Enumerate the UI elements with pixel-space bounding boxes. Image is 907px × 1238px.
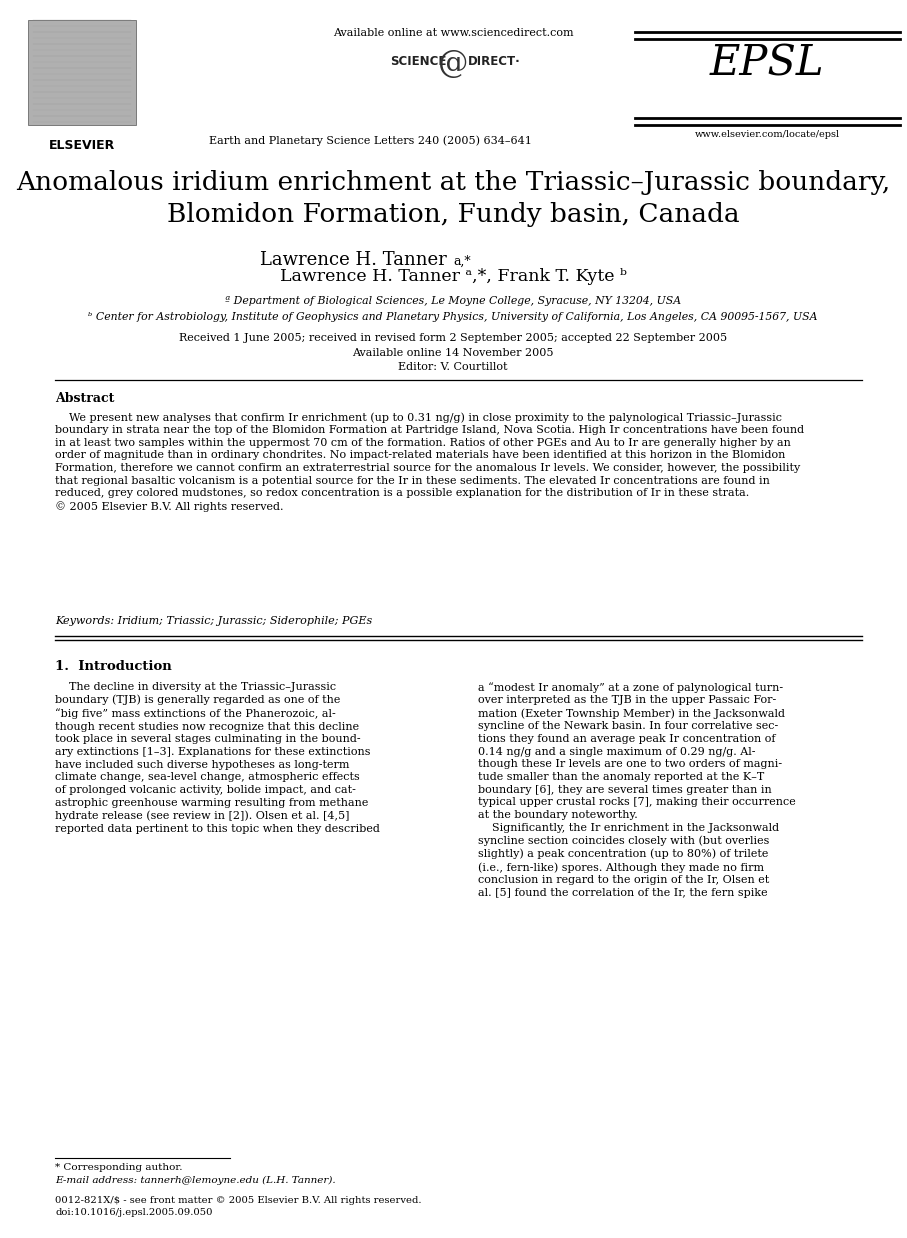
Text: Available online 14 November 2005: Available online 14 November 2005 (352, 348, 554, 358)
Text: ᵇ Center for Astrobiology, Institute of Geophysics and Planetary Physics, Univer: ᵇ Center for Astrobiology, Institute of … (88, 312, 818, 322)
Text: 0012-821X/$ - see front matter © 2005 Elsevier B.V. All rights reserved.: 0012-821X/$ - see front matter © 2005 El… (55, 1196, 422, 1205)
Text: Abstract: Abstract (55, 392, 114, 405)
Text: Lawrence H. Tanner: Lawrence H. Tanner (260, 251, 453, 269)
Text: Earth and Planetary Science Letters 240 (2005) 634–641: Earth and Planetary Science Letters 240 … (209, 135, 532, 146)
Text: Lawrence H. Tanner ᵃ,*, Frank T. Kyte ᵇ: Lawrence H. Tanner ᵃ,*, Frank T. Kyte ᵇ (279, 267, 627, 285)
Text: Available online at www.sciencedirect.com: Available online at www.sciencedirect.co… (333, 28, 573, 38)
Text: a,*: a,* (453, 255, 471, 267)
Text: EPSL: EPSL (710, 42, 824, 84)
Text: SCIENCE: SCIENCE (390, 54, 446, 68)
Text: We present new analyses that confirm Ir enrichment (up to 0.31 ng/g) in close pr: We present new analyses that confirm Ir … (55, 412, 805, 513)
Bar (28, 20, 136, 125)
Text: Received 1 June 2005; received in revised form 2 September 2005; accepted 22 Sep: Received 1 June 2005; received in revise… (179, 333, 727, 343)
Text: www.elsevier.com/locate/epsl: www.elsevier.com/locate/epsl (695, 130, 840, 139)
Text: doi:10.1016/j.epsl.2005.09.050: doi:10.1016/j.epsl.2005.09.050 (55, 1208, 212, 1217)
Text: a “modest Ir anomaly” at a zone of palynological turn-
over interpreted as the T: a “modest Ir anomaly” at a zone of palyn… (478, 682, 795, 898)
Text: Keywords: Iridium; Triassic; Jurassic; Siderophile; PGEs: Keywords: Iridium; Triassic; Jurassic; S… (55, 617, 372, 626)
Text: 1.  Introduction: 1. Introduction (55, 660, 171, 673)
Text: * Corresponding author.: * Corresponding author. (55, 1162, 182, 1172)
Text: ELSEVIER: ELSEVIER (49, 139, 115, 152)
Text: ª Department of Biological Sciences, Le Moyne College, Syracuse, NY 13204, USA: ª Department of Biological Sciences, Le … (225, 296, 681, 306)
Text: The decline in diversity at the Triassic–Jurassic
boundary (TJB) is generally re: The decline in diversity at the Triassic… (55, 682, 380, 833)
Text: Anomalous iridium enrichment at the Triassic–Jurassic boundary,
Blomidon Formati: Anomalous iridium enrichment at the Tria… (16, 170, 890, 227)
Text: E-mail address: tannerh@lemoyne.edu (L.H. Tanner).: E-mail address: tannerh@lemoyne.edu (L.H… (55, 1176, 336, 1185)
Text: DIRECT·: DIRECT· (468, 54, 521, 68)
Text: @: @ (438, 48, 468, 79)
Text: Editor: V. Courtillot: Editor: V. Courtillot (398, 361, 508, 371)
